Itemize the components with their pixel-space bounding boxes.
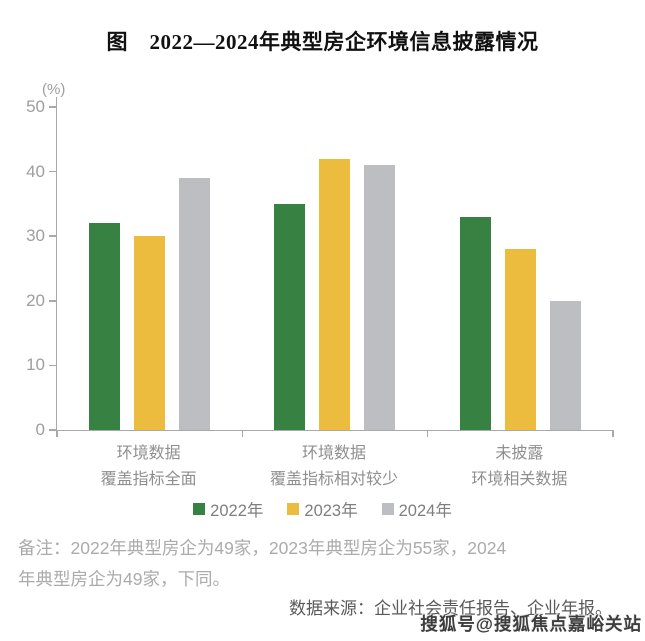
y-tick-20: [49, 300, 57, 302]
bar-2024年-cat1: [364, 165, 396, 430]
category-label-0: 环境数据覆盖指标全面: [56, 441, 241, 494]
chart-legend: 2022年 2023年 2024年: [0, 497, 645, 521]
bar-chart-plot: 0 10 20 30 40 50: [26, 97, 614, 438]
category-labels: 环境数据 覆盖指标全面 环境数据 覆盖指标相对较少 未披露 环境相关数据: [56, 441, 612, 494]
y-tick-40: [49, 170, 57, 173]
y-tick-0: [49, 429, 57, 431]
category-label-2-line-0: 未披露: [495, 445, 544, 462]
bar-groups: [57, 107, 613, 430]
legend-item-2024年: 2024年: [381, 497, 452, 521]
category-label-2-line-1: 环境相关数据: [471, 471, 568, 489]
legend-label-2023年: 2023年: [304, 502, 358, 520]
legend-swatch-icon: [381, 503, 394, 515]
y-tick-10: [49, 364, 57, 367]
bar-2022年-cat2: [459, 216, 491, 430]
legend-swatch-icon: [193, 503, 206, 515]
x-tick-0: [56, 430, 58, 437]
bar-2023年-cat1: [319, 158, 351, 430]
bar-2023年-cat0: [134, 236, 166, 430]
bar-2024年-cat0: [179, 178, 211, 430]
y-tick-label-0: 0: [35, 420, 45, 439]
bar-2022年-cat0: [89, 223, 121, 430]
y-tick-label-50: 50: [26, 97, 45, 116]
x-tick-1: [241, 430, 244, 437]
note-line-2: 年典型房企为49家，下同。: [18, 568, 230, 589]
bar-2023年-cat2: [504, 249, 536, 430]
legend-item-2022年: 2022年: [193, 497, 263, 521]
legend-label-2024年: 2024年: [398, 502, 452, 520]
y-tick-label-40: 40: [26, 161, 45, 181]
watermark-text: 搜狐号@搜狐焦点嘉峪关站: [420, 614, 642, 634]
legend-label-2022年: 2022年: [210, 502, 264, 520]
data-source-text: 数据来源：企业社会责任报告、企业年报。: [289, 599, 612, 618]
x-tick-3: [612, 430, 614, 437]
bar-group-0: [57, 107, 242, 430]
legend-swatch-icon: [287, 503, 300, 515]
note-text: 备注：2022年典型房企为49家，2023年典型房企为55家，2024 年典型房…: [18, 533, 634, 594]
y-axis-unit-label: (%): [42, 81, 66, 98]
category-label-1-line-1: 覆盖指标相对较少: [269, 471, 398, 489]
legend-item-2023年: 2023年: [287, 497, 358, 521]
category-label-0-line-1: 覆盖指标全面: [100, 471, 197, 489]
category-label-1-line-0: 环境数据: [301, 445, 366, 462]
bar-2022年-cat1: [274, 203, 306, 430]
chart-title: 图 2022—2024年典型房企环境信息披露情况: [106, 30, 539, 54]
y-tick-30: [49, 235, 57, 237]
x-tick-2: [426, 430, 429, 437]
category-label-2: 未披露 环境相关数据: [427, 441, 612, 494]
category-label-1: 环境数据覆盖指标相对较少: [241, 441, 426, 494]
bar-group-1: [242, 107, 427, 430]
y-tick-label-20: 20: [26, 290, 45, 310]
y-tick-50: [49, 106, 57, 108]
y-tick-label-10: 10: [26, 355, 45, 375]
y-tick-label-30: 30: [26, 226, 45, 246]
category-label-0-line-0: 环境数据: [116, 445, 181, 462]
bar-2024年-cat2: [549, 300, 581, 430]
note-line-1: 备注：2022年典型房企为49家，2023年典型房企为55家，2024: [18, 538, 507, 558]
bar-group-2: [428, 107, 613, 430]
